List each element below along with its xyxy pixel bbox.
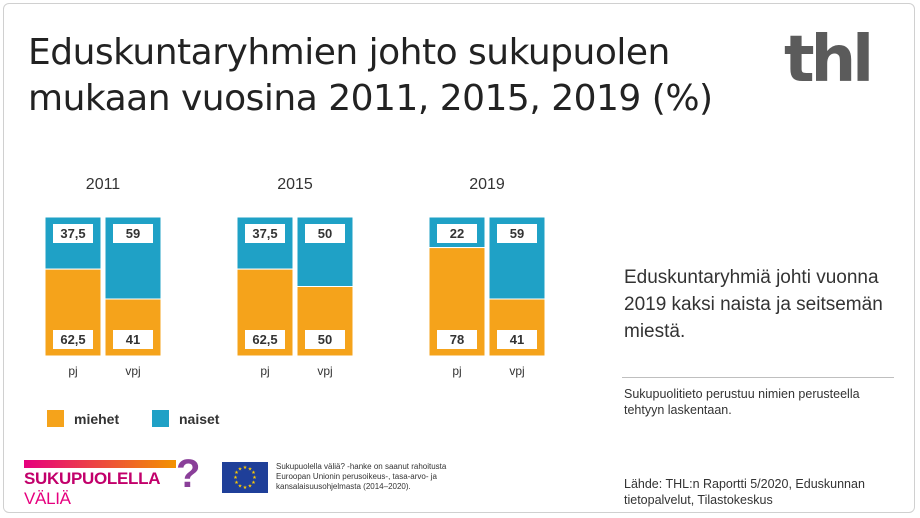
label-box-naiset-2011-pj: [53, 224, 93, 243]
category-label-2019-pj: pj: [452, 364, 461, 378]
eu-stars-icon: ★ ★★ ★★★ ★★★ ★★★: [233, 465, 257, 491]
sukupuolella-valia-logo: SUKUPUOLELLA VÄLIÄ ?: [24, 454, 200, 508]
thl-logo: thl: [784, 23, 874, 97]
category-label-2019-vpj: vpj: [509, 364, 524, 378]
svg-text:★: ★: [243, 485, 248, 491]
data-label-miehet-2015-vpj: 50: [318, 332, 332, 347]
title-line-1: Eduskuntaryhmien johto sukupuolen: [28, 32, 670, 73]
title-line-2: mukaan vuosina 2011, 2015, 2019 (%): [28, 78, 713, 119]
label-box-miehet-2011-vpj: [113, 330, 153, 349]
data-label-miehet-2015-pj: 62,5: [252, 332, 277, 347]
data-label-naiset-2011-vpj: 59: [126, 226, 140, 241]
eu-flag-icon: ★ ★ ★ ★ ★ ★ ★ ★ ★ ★ ★ ★: [222, 462, 268, 493]
brand-question-mark: ?: [176, 452, 201, 496]
svg-text:★: ★: [238, 484, 243, 490]
chart-title: Eduskuntaryhmien johto sukupuolen mukaan…: [28, 30, 728, 122]
year-label-2015: 2015: [277, 176, 313, 193]
data-label-naiset-2015-vpj: 50: [318, 226, 332, 241]
label-box-miehet-2019-pj: [437, 330, 477, 349]
svg-text:★: ★: [248, 467, 253, 473]
label-box-miehet-2019-vpj: [497, 330, 537, 349]
svg-text:★: ★: [238, 467, 243, 473]
label-box-miehet-2015-vpj: [305, 330, 345, 349]
source-note: Lähde: THL:n Raportti 5/2020, Eduskunnan…: [624, 477, 865, 507]
label-box-naiset-2015-vpj: [305, 224, 345, 243]
data-label-miehet-2019-vpj: 41: [510, 332, 524, 347]
data-label-naiset-2019-pj: 22: [450, 226, 464, 241]
legend-swatch-miehet: [47, 410, 64, 427]
brand-text-main: SUKUPUOLELLA: [24, 469, 160, 488]
data-label-naiset-2019-vpj: 59: [510, 226, 524, 241]
svg-text:★: ★: [243, 465, 248, 471]
eu-funding-text: Sukupuolella väliä? -hanke on saanut rah…: [276, 462, 447, 491]
brand-text-light: VÄLIÄ: [24, 489, 71, 508]
legend-item-naiset: naiset: [152, 410, 219, 427]
label-box-miehet-2015-pj: [245, 330, 285, 349]
legend-swatch-naiset: [152, 410, 169, 427]
svg-text:★: ★: [248, 484, 253, 490]
data-label-naiset-2011-pj: 37,5: [60, 226, 85, 241]
divider: [622, 377, 894, 378]
svg-text:★: ★: [233, 475, 238, 481]
svg-text:★: ★: [251, 470, 256, 476]
brand-text: SUKUPUOLELLA VÄLIÄ: [24, 469, 200, 509]
data-label-miehet-2019-pj: 78: [450, 332, 464, 347]
data-label-naiset-2015-pj: 37,5: [252, 226, 277, 241]
legend-item-miehet: miehet: [47, 410, 119, 427]
data-label-miehet-2011-vpj: 41: [126, 332, 140, 347]
data-label-miehet-2011-pj: 62,5: [60, 332, 85, 347]
method-note: Sukupuolitieto perustuu nimien perusteel…: [624, 387, 860, 417]
category-label-2015-vpj: vpj: [317, 364, 332, 378]
year-label-2019: 2019: [469, 176, 505, 193]
legend-label-naiset: naiset: [179, 410, 220, 427]
svg-text:★: ★: [234, 480, 239, 486]
category-label-2011-pj: pj: [68, 364, 77, 378]
label-box-naiset-2019-pj: [437, 224, 477, 243]
label-box-naiset-2011-vpj: [113, 224, 153, 243]
year-label-2011: 2011: [86, 176, 121, 193]
slide-frame: [3, 3, 915, 513]
summary-text: Eduskuntaryhmiä johti vuonna 2019 kaksi …: [624, 267, 883, 342]
label-box-miehet-2011-pj: [53, 330, 93, 349]
category-label-2015-pj: pj: [260, 364, 269, 378]
brand-bar: [24, 460, 176, 468]
svg-text:★: ★: [234, 470, 239, 476]
svg-text:★: ★: [251, 480, 256, 486]
label-box-naiset-2019-vpj: [497, 224, 537, 243]
label-box-naiset-2015-pj: [245, 224, 285, 243]
svg-text:★: ★: [252, 475, 257, 481]
category-label-2011-vpj: vpj: [125, 364, 140, 378]
legend-label-miehet: miehet: [74, 410, 120, 427]
stacked-bar-chart: 2011 37,5 62,5 pj 59 41 vpj 2015 37,5 62,5 pj 50 50 v…: [44, 176, 546, 378]
